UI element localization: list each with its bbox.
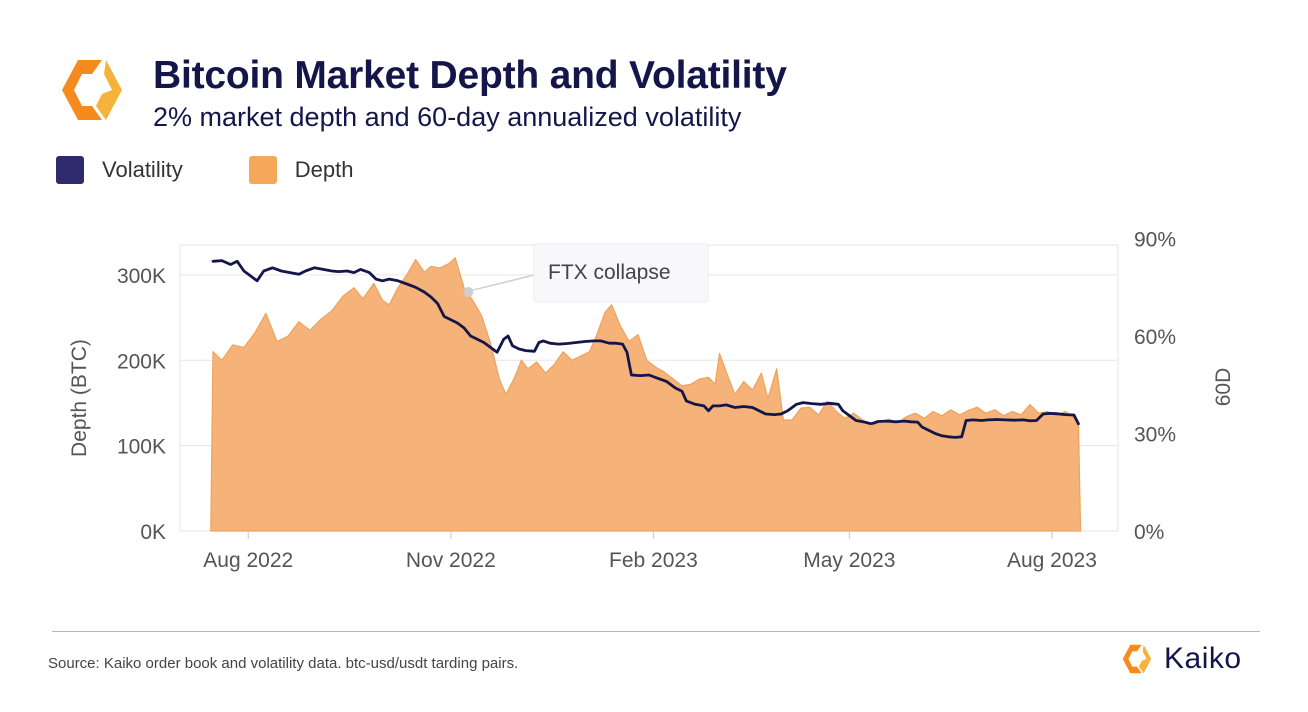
y-right-tick-90%: 90% bbox=[1134, 229, 1176, 252]
legend-swatch-volatility bbox=[56, 156, 84, 184]
kaiko-brand-icon bbox=[1122, 644, 1152, 674]
chart-title: Bitcoin Market Depth and Volatility bbox=[153, 54, 787, 97]
legend-label-volatility: Volatility bbox=[102, 157, 183, 182]
chart-subtitle: 2% market depth and 60-day annualized vo… bbox=[153, 102, 742, 132]
y-left-tick-0K: 0K bbox=[140, 521, 166, 544]
footer-divider bbox=[52, 631, 1260, 632]
annotation-box bbox=[533, 243, 709, 303]
legend-item-depth[interactable]: Depth bbox=[248, 156, 354, 184]
brand-name: Kaiko bbox=[1164, 642, 1242, 675]
x-tick-label-3: May 2023 bbox=[803, 549, 895, 572]
legend-swatch-depth bbox=[248, 156, 277, 184]
x-tick-label-2: Feb 2023 bbox=[609, 549, 698, 572]
y-left-axis-title: Depth (BTC) bbox=[68, 339, 91, 457]
volatility-line bbox=[211, 259, 1080, 439]
annotation-marker bbox=[463, 286, 474, 297]
annotation-label: FTX collapse bbox=[548, 261, 671, 284]
y-right-tick-30%: 30% bbox=[1134, 424, 1176, 447]
plot-layer bbox=[210, 257, 1082, 532]
annotation-layer: FTX collapse bbox=[463, 243, 709, 303]
legend-item-volatility[interactable]: Volatility bbox=[56, 156, 183, 184]
axis-layer: 0K 100K 200K 300K 0% 30% 60% 90% Aug 2022 Nov 202… bbox=[68, 229, 1235, 573]
depth-volatility-chart: 0K 100K 200K 300K 0% 30% 60% 90% Aug 2022 Nov 202… bbox=[68, 229, 1235, 573]
legend-label-depth: Depth bbox=[294, 157, 354, 182]
annotation-connector bbox=[473, 274, 535, 291]
x-tick-label-0: Aug 2022 bbox=[203, 549, 293, 572]
y-right-tick-60%: 60% bbox=[1134, 326, 1176, 349]
y-left-tick-300K: 300K bbox=[117, 265, 166, 288]
chart-legend: Volatility Depth bbox=[56, 156, 419, 184]
y-right-axis-title: 60D bbox=[1212, 368, 1235, 407]
y-left-tick-100K: 100K bbox=[117, 436, 166, 459]
brand-mark: Kaiko bbox=[1118, 641, 1242, 677]
depth-area bbox=[210, 257, 1082, 532]
y-right-tick-0%: 0% bbox=[1134, 521, 1164, 544]
x-tick-label-1: Nov 2022 bbox=[406, 549, 496, 572]
kaiko-logo-icon bbox=[62, 60, 122, 120]
source-note: Source: Kaiko order book and volatility … bbox=[48, 655, 519, 672]
y-left-tick-200K: 200K bbox=[117, 350, 166, 373]
x-tick-label-4: Aug 2023 bbox=[1007, 549, 1097, 572]
